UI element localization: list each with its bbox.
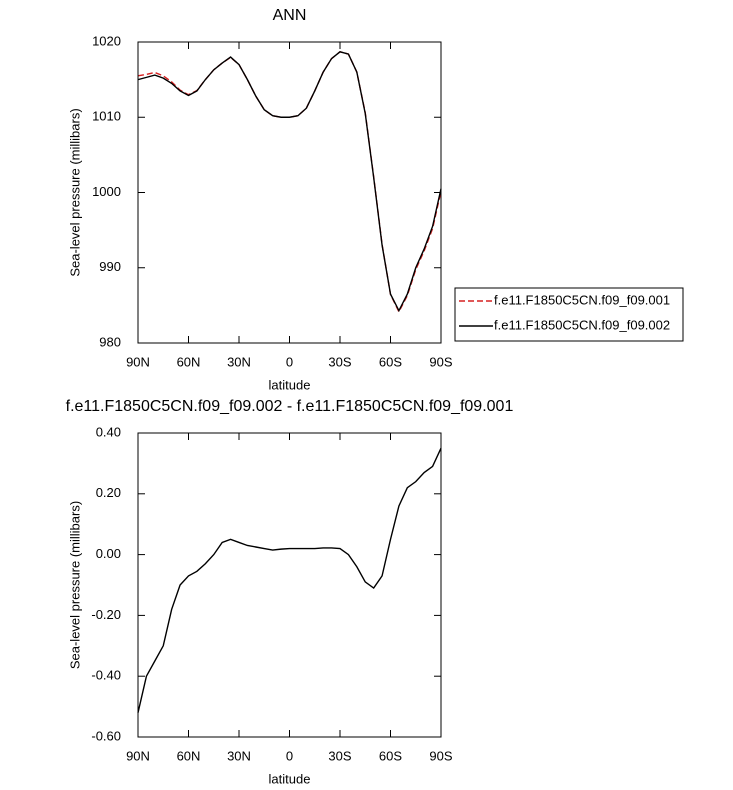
data-line <box>137 51 442 313</box>
chart-title: ANN <box>273 7 307 24</box>
y-tick-label: 1020 <box>92 33 121 48</box>
x-tick-label: 90N <box>126 748 150 763</box>
data-line <box>137 447 442 713</box>
x-tick-label: 60S <box>379 354 402 369</box>
x-tick-label: 30S <box>328 748 351 763</box>
x-tick-label: 60N <box>177 748 201 763</box>
x-tick-label: 60N <box>177 354 201 369</box>
x-tick-label: 90N <box>126 354 150 369</box>
x-tick-label: 30N <box>227 354 251 369</box>
x-tick-label: 60S <box>379 748 402 763</box>
x-tick-label: 90S <box>429 354 452 369</box>
legend-label: f.e11.F1850C5CN.f09_f09.001 <box>494 292 670 307</box>
y-tick-label: 0.20 <box>96 485 121 500</box>
y-tick-label: 980 <box>99 334 121 349</box>
x-tick-label: 90S <box>429 748 452 763</box>
y-tick-label: -0.20 <box>91 607 121 622</box>
y-tick-label: 0.00 <box>96 546 121 561</box>
x-axis-label: latitude <box>269 377 311 392</box>
x-tick-label: 0 <box>286 748 293 763</box>
x-tick-label: 30N <box>227 748 251 763</box>
data-line <box>137 51 442 314</box>
y-tick-label: 0.40 <box>96 424 121 439</box>
y-tick-label: -0.60 <box>91 728 121 743</box>
x-tick-label: 0 <box>286 354 293 369</box>
legend-label: f.e11.F1850C5CN.f09_f09.002 <box>494 317 670 332</box>
y-tick-label: -0.40 <box>91 668 121 683</box>
plot-frame <box>137 432 442 738</box>
y-axis-label: Sea-level pressure (millibars) <box>67 501 82 669</box>
y-axis-label: Sea-level pressure (millibars) <box>67 108 82 276</box>
chart-title: f.e11.F1850C5CN.f09_f09.002 - f.e11.F185… <box>66 398 514 415</box>
x-axis-label: latitude <box>269 771 311 786</box>
x-tick-label: 30S <box>328 354 351 369</box>
y-tick-label: 1010 <box>92 109 121 124</box>
plot-frame <box>137 41 442 344</box>
y-tick-label: 990 <box>99 259 121 274</box>
legend-frame <box>454 287 684 342</box>
y-tick-label: 1000 <box>92 184 121 199</box>
